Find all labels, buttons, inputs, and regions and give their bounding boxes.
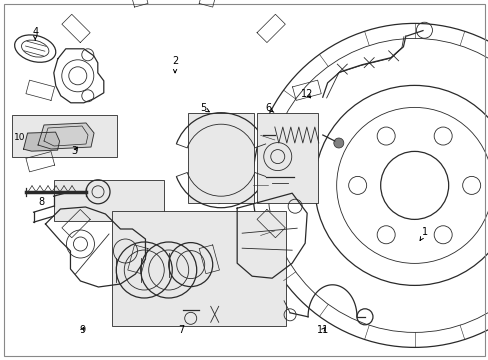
Text: 2: 2 — [172, 56, 178, 73]
Bar — [112, 211, 285, 326]
Text: 4: 4 — [32, 27, 38, 40]
Text: 8: 8 — [38, 197, 44, 207]
Text: 5: 5 — [200, 103, 209, 113]
Circle shape — [333, 138, 343, 148]
Polygon shape — [38, 123, 94, 149]
Bar — [188, 113, 254, 203]
Text: 6: 6 — [264, 103, 273, 113]
Text: 9: 9 — [79, 325, 85, 336]
Text: 1: 1 — [419, 227, 427, 240]
Text: 10: 10 — [14, 133, 25, 142]
Bar — [256, 113, 317, 203]
Text: 12: 12 — [300, 89, 313, 99]
Bar — [54, 180, 163, 221]
Bar — [12, 115, 117, 157]
Text: 7: 7 — [178, 325, 183, 336]
Text: 11: 11 — [316, 325, 328, 336]
Text: 3: 3 — [72, 146, 78, 156]
Polygon shape — [23, 132, 60, 151]
